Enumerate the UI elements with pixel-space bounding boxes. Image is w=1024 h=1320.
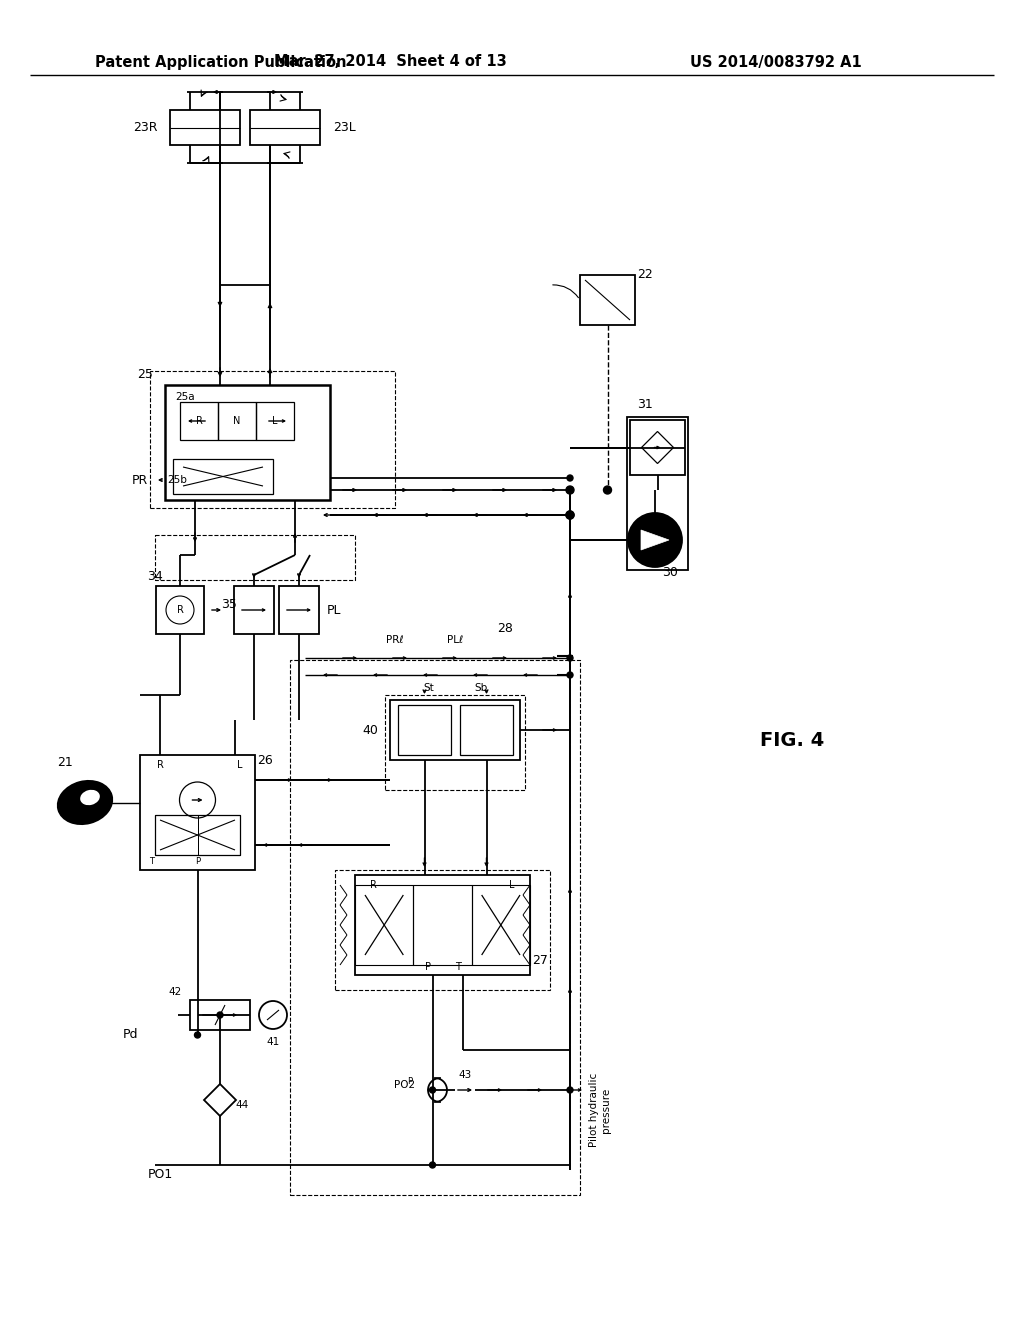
Bar [234,586,274,634]
Text: Mar. 27, 2014  Sheet 4 of 13: Mar. 27, 2014 Sheet 4 of 13 [273,54,507,70]
Bar [335,870,550,990]
Text: Pd: Pd [122,1028,138,1041]
Bar [398,705,451,755]
Text: Sb: Sb [474,682,487,693]
Text: P: P [425,962,430,972]
Polygon shape [641,531,669,550]
Text: N: N [233,416,241,426]
Circle shape [566,511,574,519]
Text: PR: PR [132,474,148,487]
Bar [630,420,685,475]
Text: L: L [238,760,243,770]
Text: R: R [157,760,164,770]
Text: L: L [272,416,278,426]
Text: FIG. 4: FIG. 4 [760,730,824,750]
Circle shape [217,1012,223,1018]
Circle shape [567,1086,573,1093]
Bar [355,884,414,965]
Text: 22: 22 [637,268,653,281]
Text: PRℓ: PRℓ [386,635,403,645]
Text: PLℓ: PLℓ [446,635,463,645]
Text: R: R [196,416,203,426]
Bar [385,696,525,789]
Text: PO1: PO1 [147,1168,173,1181]
Bar [218,403,256,440]
Text: 34: 34 [147,569,163,582]
Text: 30: 30 [663,565,678,578]
Bar [250,110,319,145]
Circle shape [566,511,574,519]
Bar [180,403,218,440]
Text: 44: 44 [236,1100,249,1110]
Ellipse shape [80,789,100,805]
Circle shape [566,486,574,494]
Bar [627,417,688,570]
Text: St: St [424,682,434,693]
Bar [165,385,330,500]
Bar [170,110,240,145]
Bar [156,586,204,634]
Text: 25b: 25b [167,475,187,484]
Circle shape [567,655,573,661]
Text: T: T [455,962,461,972]
Circle shape [567,672,573,678]
Text: P: P [195,858,200,866]
Text: 25a: 25a [175,392,195,403]
Bar [190,1001,250,1030]
Ellipse shape [58,781,112,824]
Text: Patent Application Publication: Patent Application Publication [95,54,346,70]
Text: 23R: 23R [133,121,158,135]
Bar [155,535,355,579]
Bar [140,755,255,870]
Bar [580,275,635,325]
Bar [279,586,319,634]
Bar [390,700,520,760]
Circle shape [195,1032,201,1038]
Text: P: P [408,1077,413,1086]
Bar [290,660,580,1195]
Text: 26: 26 [257,754,272,767]
Text: 25: 25 [137,368,153,381]
Text: 27: 27 [532,953,548,966]
Text: 23L: 23L [334,121,356,135]
Text: T: T [150,858,155,866]
Text: PL: PL [327,603,341,616]
Bar [355,875,530,975]
Bar [155,814,240,855]
Text: US 2014/0083792 A1: US 2014/0083792 A1 [690,54,862,70]
Bar [173,459,273,494]
Text: Pilot hydraulic
pressure: Pilot hydraulic pressure [589,1073,610,1147]
Text: 43: 43 [459,1071,472,1080]
Text: 28: 28 [497,622,513,635]
Bar [460,705,513,755]
Circle shape [429,1086,435,1093]
Text: L: L [509,880,515,890]
Circle shape [429,1162,435,1168]
Bar [256,403,294,440]
Circle shape [628,513,682,568]
Text: 40: 40 [362,723,378,737]
Text: PO2: PO2 [394,1080,416,1090]
Bar [414,884,472,965]
Text: 21: 21 [57,756,73,770]
Bar [198,814,240,855]
Bar [155,814,198,855]
Text: R: R [370,880,377,890]
Text: 35: 35 [221,598,237,611]
Text: R: R [176,605,183,615]
Text: 42: 42 [168,987,181,997]
Bar [472,884,530,965]
Circle shape [567,475,573,480]
Bar [150,371,395,508]
Text: 41: 41 [266,1038,280,1047]
Circle shape [603,486,611,494]
Text: 31: 31 [637,399,653,412]
